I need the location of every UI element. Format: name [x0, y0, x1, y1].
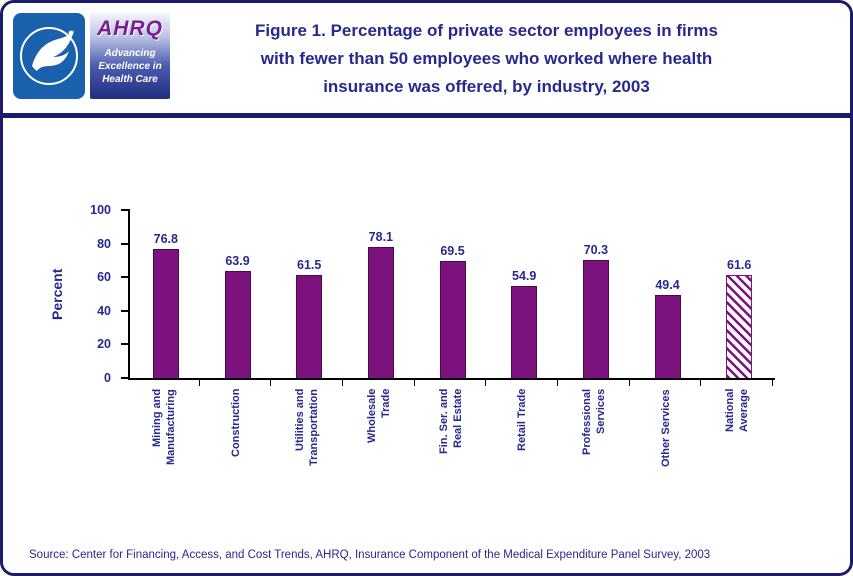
national-average-bar [726, 274, 753, 378]
y-axis-tick [121, 209, 130, 211]
ahrq-tagline-line: Excellence in [98, 61, 162, 72]
y-axis-tick [121, 343, 130, 346]
industry-bar [511, 285, 538, 378]
industry-bar [296, 274, 323, 378]
x-axis-tick [630, 380, 702, 386]
figure-title-line: insurance was offered, by industry, 2003 [323, 77, 650, 96]
ahrq-tagline-line: Advancing [104, 48, 156, 59]
bar-value-label: 76.8 [153, 231, 178, 246]
x-axis-tick [343, 380, 415, 386]
industry-bar [152, 248, 179, 378]
x-axis-category-label: Retail Trade [516, 389, 529, 452]
industry-bar [367, 246, 394, 378]
x-label-cell: Retail Trade [486, 389, 558, 535]
bar-column: 70.3 [560, 210, 632, 378]
bar-column: 76.8 [130, 210, 202, 378]
chart-area: Percent 0 20 40 60 80 100 76.8 63.9 61.5 78.1 69.… [3, 118, 850, 573]
industry-bar [654, 295, 681, 378]
bar-column: 78.1 [345, 210, 417, 378]
bar-value-label: 54.9 [512, 268, 537, 283]
y-tick-label: 80 [97, 236, 111, 251]
x-axis-ticks [128, 380, 774, 386]
x-axis-category-label: Other Services [659, 389, 672, 467]
bar-value-label: 78.1 [368, 229, 394, 244]
ahrq-acronym-text: AHRQ [97, 17, 163, 40]
hhs-eagle-seal-icon [20, 27, 78, 85]
x-label-cell: Utilities and Transportation [271, 389, 343, 535]
y-axis-tick [121, 377, 130, 379]
x-label-cell: Construction [200, 389, 272, 535]
bar-value-label: 70.3 [583, 242, 609, 257]
x-axis-labels: Mining and Manufacturing Construction Util… [128, 389, 773, 535]
y-tick-label: 100 [90, 203, 111, 217]
x-label-cell: Wholesale Trade [343, 389, 415, 535]
y-axis-tick [121, 276, 130, 279]
ahrq-tagline: Advancing Excellence in Health Care [90, 47, 170, 86]
hhs-logo-icon [13, 13, 85, 99]
x-axis-category-label: Wholesale Trade [365, 389, 392, 444]
bar-column: 61.6 [703, 210, 775, 378]
x-label-cell: Professional Services [558, 389, 630, 535]
x-label-cell: Other Services [630, 389, 702, 535]
figure-title-line: Figure 1. Percentage of private sector e… [255, 21, 718, 40]
y-axis-tick [121, 309, 130, 312]
x-axis-category-label: Construction [229, 389, 242, 458]
figure-title: Figure 1. Percentage of private sector e… [123, 17, 850, 101]
y-tick-label: 20 [97, 337, 111, 352]
bars-row: 76.8 63.9 61.5 78.1 69.5 54.9 70.3 49.4 61.6 [130, 210, 775, 378]
bar-column: 63.9 [202, 210, 274, 378]
x-label-cell: National Average [701, 389, 773, 535]
x-axis-tick [415, 380, 487, 386]
header-divider [3, 113, 850, 118]
figure-header: AHRQ Advancing Excellence in Health Care… [3, 3, 850, 113]
ahrq-tagline-line: Health Care [102, 74, 158, 85]
bar-column: 69.5 [417, 210, 489, 378]
y-axis-tick [121, 242, 130, 245]
bar-column: 49.4 [632, 210, 704, 378]
x-axis-category-label: Fin. Ser. and Real Estate [437, 389, 464, 455]
x-label-cell: Fin. Ser. and Real Estate [415, 389, 487, 535]
y-tick-label: 40 [97, 303, 111, 318]
industry-bar [224, 270, 251, 378]
figure-title-line: with fewer than 50 employees who worked … [260, 49, 713, 68]
x-axis-tick [486, 380, 559, 386]
x-axis-tick [558, 380, 630, 386]
x-axis-category-label: National Average [724, 389, 751, 433]
bar-value-label: 61.6 [727, 257, 752, 272]
x-axis-tick [128, 380, 200, 386]
industry-bar [439, 261, 466, 378]
plot-area: 76.8 63.9 61.5 78.1 69.5 54.9 70.3 49.4 61.6 [121, 209, 775, 380]
y-tick-label: 60 [97, 270, 111, 285]
bar-value-label: 49.4 [655, 278, 680, 293]
industry-bar [582, 259, 609, 378]
x-axis-category-label: Mining and Manufacturing [150, 389, 177, 465]
x-axis-category-label: Utilities and Transportation [294, 389, 321, 467]
x-axis-tick [200, 380, 272, 386]
bar-value-label: 69.5 [440, 244, 465, 259]
x-label-cell: Mining and Manufacturing [128, 389, 200, 535]
y-axis-labels: 0 20 40 60 80 100 [63, 203, 121, 385]
ahrq-logo: AHRQ Advancing Excellence in Health Care [90, 13, 170, 99]
bar-column: 61.5 [273, 210, 345, 378]
bar-column: 54.9 [488, 210, 560, 378]
x-axis-category-label: Professional Services [580, 389, 607, 456]
y-tick-label: 0 [104, 371, 111, 385]
bar-value-label: 61.5 [297, 257, 322, 272]
x-axis-tick [271, 380, 344, 386]
source-note: Source: Center for Financing, Access, an… [29, 549, 711, 561]
x-axis-tick [701, 380, 774, 386]
bar-value-label: 63.9 [225, 253, 250, 268]
